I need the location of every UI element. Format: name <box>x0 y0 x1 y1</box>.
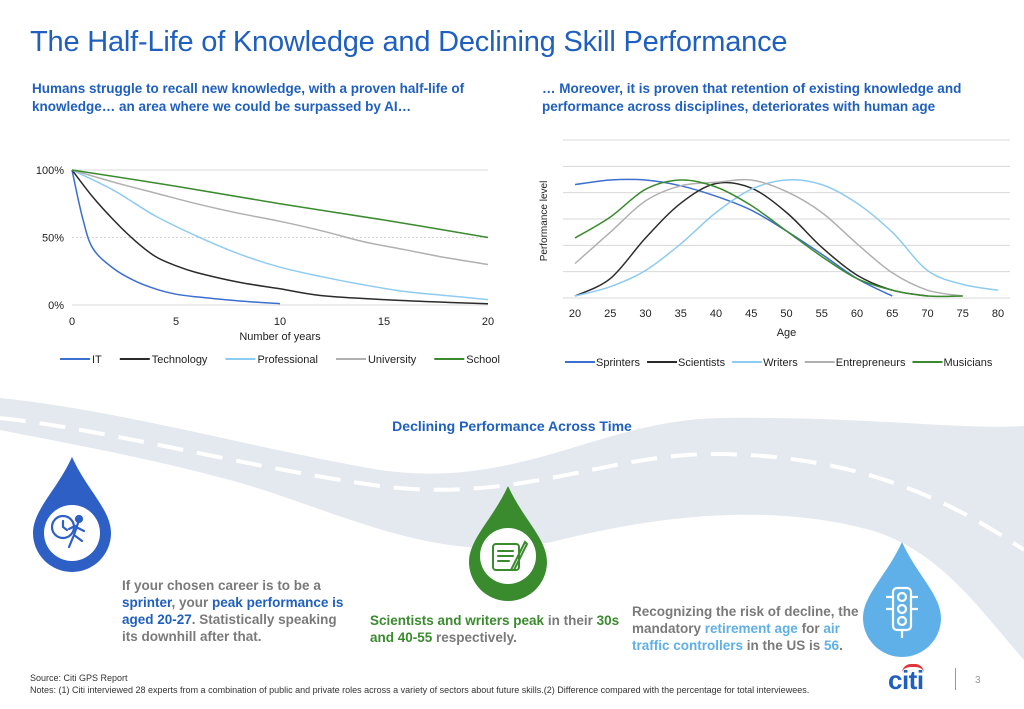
x-tick-label: 20 <box>569 308 581 320</box>
source-line: Source: Citi GPS Report <box>30 673 128 683</box>
x-tick-label: 15 <box>378 316 390 328</box>
legend-label: Writers <box>763 357 798 368</box>
performance-by-age-chart: 20 25 30 35 40 45 50 55 60 65 70 75 80 Age Performance… <box>539 139 1010 368</box>
series-line-musicians <box>574 179 963 298</box>
notes-line: Notes: (1) Citi interviewed 28 experts f… <box>30 685 810 695</box>
x-tick-label: 50 <box>780 308 792 320</box>
left-subtitle: Humans struggle to recall new knowledge,… <box>32 81 465 114</box>
x-axis-label: Number of years <box>239 331 321 343</box>
x-tick-label: 30 <box>639 308 651 320</box>
x-tick-label: 20 <box>482 316 494 328</box>
right-subtitle: … Moreover, it is proven that retention … <box>542 81 962 114</box>
legend-label: School <box>466 354 500 366</box>
legend-label: Sprinters <box>596 357 641 368</box>
x-tick-label: 65 <box>886 308 898 320</box>
series-line-technology <box>71 169 489 305</box>
legend-label: Technology <box>152 354 208 366</box>
page-title: The Half-Life of Knowledge and Declining… <box>30 26 788 58</box>
series-line-sprinters <box>574 178 893 297</box>
series-line-it <box>71 169 281 305</box>
x-tick-label: 70 <box>921 308 933 320</box>
road-center-line <box>0 416 1024 552</box>
legend-label: Professional <box>257 354 318 366</box>
citi-logo-arc <box>902 664 924 673</box>
series-line-school <box>71 169 489 239</box>
x-tick-label: 55 <box>816 308 828 320</box>
traffic-light-drop <box>863 542 941 657</box>
legend-label: Musicians <box>943 357 992 368</box>
legend-label: Scientists <box>678 357 726 368</box>
series-line-university <box>71 169 489 266</box>
y-tick-label: 0% <box>48 300 64 312</box>
sprinter-drop <box>33 457 111 572</box>
x-tick-label: 80 <box>992 308 1004 320</box>
scroll-quill-icon <box>492 540 529 571</box>
legend-label: IT <box>92 354 102 366</box>
x-tick-label: 35 <box>675 308 687 320</box>
scientist-drop <box>469 486 547 601</box>
series-line-scientists <box>574 181 928 297</box>
scientists-callout: Scientists and writers peak in their 30s… <box>370 613 620 645</box>
x-tick-label: 25 <box>604 308 616 320</box>
traffic-light-icon <box>886 586 918 638</box>
x-tick-label: 40 <box>710 308 722 320</box>
footer-divider <box>955 668 956 690</box>
page-number: 3 <box>975 675 981 686</box>
x-axis-label: Age <box>777 327 797 339</box>
series-line-professional <box>71 169 489 301</box>
sprinter-callout: If your chosen career is to be a sprinte… <box>122 578 344 644</box>
source-notes: Source: Citi GPS Report Notes: (1) Citi … <box>30 672 809 696</box>
knowledge-half-life-chart: 0% 50% 100% 0 5 10 15 20 Number of years IT Techno… <box>36 165 500 366</box>
x-tick-label: 0 <box>69 316 75 328</box>
y-tick-label: 100% <box>36 165 64 177</box>
series-line-writers <box>574 179 999 297</box>
citi-logo: citi <box>888 665 924 695</box>
x-tick-label: 45 <box>745 308 757 320</box>
legend-label: University <box>368 354 417 366</box>
x-tick-label: 60 <box>851 308 863 320</box>
legend-label: Entrepreneurs <box>836 357 906 368</box>
running-person-clock-icon <box>50 514 86 549</box>
x-tick-label: 75 <box>957 308 969 320</box>
retirement-callout: Recognizing the risk of decline, the man… <box>632 604 859 653</box>
series-line-entrepreneurs <box>574 178 963 297</box>
road-title: Declining Performance Across Time <box>392 418 632 434</box>
x-tick-label: 5 <box>173 316 179 328</box>
x-tick-label: 10 <box>274 316 286 328</box>
y-tick-label: 50% <box>42 233 64 245</box>
y-axis-label: Performance level <box>539 181 550 262</box>
